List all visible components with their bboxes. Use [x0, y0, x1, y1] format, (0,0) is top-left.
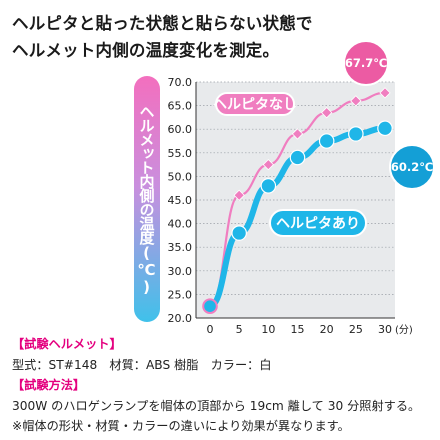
x-tick-label: 20 [320, 323, 334, 336]
heading-line-1: ヘルピタと貼った状態と貼らない状態で [12, 14, 313, 33]
y-tick-label: 20.0 [168, 312, 193, 325]
point-without [262, 158, 274, 171]
chart-heading: ヘルピタと貼った状態と貼らない状態で ヘルメット内側の温度変化を測定。 [12, 10, 432, 64]
y-tick-label: 65.0 [168, 100, 193, 113]
x-tick-label: 5 [236, 323, 243, 336]
y-tick-label: 35.0 [168, 241, 193, 254]
x-tick-label: 15 [291, 323, 305, 336]
x-tick-label: 10 [261, 323, 275, 336]
end-value-without: 67.7℃ [345, 56, 387, 70]
point-without [233, 189, 245, 201]
y-tick-label: 50.0 [168, 170, 193, 183]
end-value-with-badge [389, 144, 435, 190]
y-tick-label: 55.0 [168, 147, 193, 160]
point-without [291, 128, 304, 140]
point-with [318, 133, 335, 149]
x-tick-label: 25 [349, 323, 363, 336]
y-tick-label: 30.0 [168, 265, 193, 278]
end-value-with: 60.2℃ [391, 160, 433, 174]
point-with [289, 149, 306, 166]
section-body-method: 300W のハロゲンランプを帽体の頂部から 19cm 離して 30 分照射する。 [12, 398, 421, 413]
point-without [350, 95, 362, 107]
point-with [377, 120, 393, 137]
point-with [348, 126, 364, 142]
section-title-method: 【試験方法】 [12, 378, 86, 392]
y-tick-label: 70.0 [168, 76, 193, 89]
x-axis-unit: (分) [395, 324, 413, 336]
y-tick-label: 45.0 [168, 194, 193, 207]
end-value-without-badge [343, 40, 389, 86]
legend-without-pill [215, 92, 295, 116]
y-tick-label: 25.0 [168, 288, 193, 301]
legend-with: ヘルピタあり [276, 216, 360, 232]
point-without [379, 87, 391, 99]
heading-line-2: ヘルメット内側の温度変化を測定。 [12, 41, 280, 60]
point-start [202, 298, 218, 315]
y-tick-label: 40.0 [168, 218, 193, 231]
y-axis-label: ヘルメット内側の温度(℃) [137, 103, 156, 295]
test-info: 【試験ヘルメット】 型式：ST#148 材質：ABS 樹脂 カラー：白 【試験方… [12, 334, 437, 437]
point-with [231, 225, 247, 241]
x-tick-label: 30 [378, 323, 392, 336]
footnote: ※帽体の形状・材質・カラーの違いにより効果が異なります。 [12, 419, 350, 433]
section-body-helmet: 型式：ST#148 材質：ABS 樹脂 カラー：白 [12, 357, 272, 372]
y-axis-label-bar: ヘルメット内側の温度(℃) [134, 76, 160, 322]
section-title-helmet: 【試験ヘルメット】 [12, 337, 122, 351]
point-without [321, 107, 333, 119]
y-tick-label: 60.0 [168, 123, 193, 136]
temperature-chart: 20.0 25.0 30.0 35.0 40.0 45.0 50.0 55.0 60.0 65.0… [168, 40, 435, 336]
legend-without: ヘルピタなし [213, 97, 297, 113]
x-tick-label: 0 [207, 323, 214, 336]
point-with [260, 178, 277, 194]
legend-with-pill [269, 209, 367, 237]
